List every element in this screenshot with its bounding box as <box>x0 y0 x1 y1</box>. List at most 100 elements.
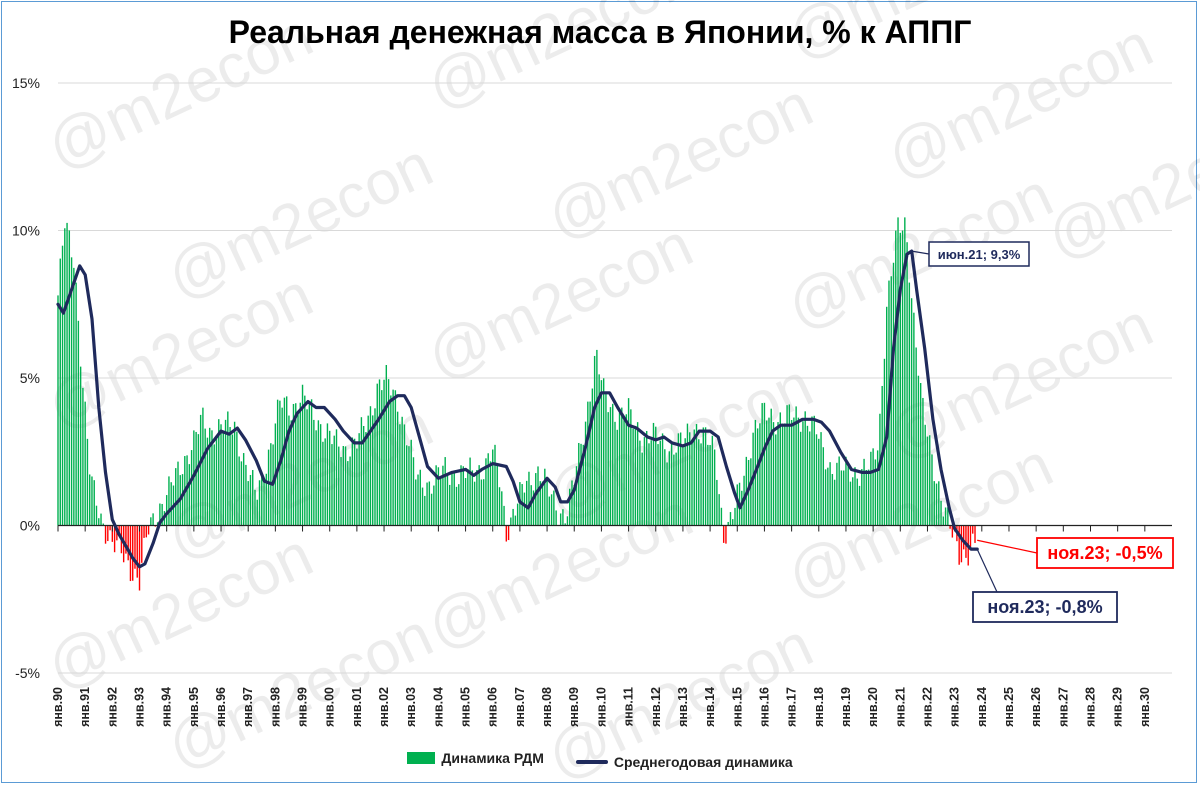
bar <box>494 444 496 526</box>
x-tick-label: янв.04 <box>431 687 445 727</box>
bar <box>722 525 725 543</box>
bar <box>61 245 64 526</box>
bar <box>376 383 378 526</box>
bar <box>772 422 775 526</box>
bar <box>308 401 311 526</box>
bar <box>804 411 806 526</box>
bar <box>718 494 720 526</box>
bar <box>181 474 184 526</box>
bar <box>177 461 179 526</box>
bar <box>820 432 822 526</box>
bar <box>304 395 306 526</box>
bar <box>356 448 358 526</box>
bar <box>972 525 974 534</box>
bar <box>451 473 453 526</box>
bar <box>836 462 838 526</box>
bar <box>152 513 154 526</box>
x-tick-label: янв.27 <box>1056 687 1070 727</box>
bar <box>433 485 435 526</box>
bar <box>107 525 109 542</box>
bar <box>136 525 138 578</box>
x-tick-label: янв.30 <box>1138 687 1152 727</box>
bar <box>439 477 442 526</box>
bar <box>134 525 136 569</box>
x-tick-label: янв.08 <box>540 687 554 727</box>
bar <box>102 523 104 526</box>
bar <box>351 437 354 526</box>
x-tick-label: янв.02 <box>377 687 391 727</box>
bar <box>636 422 639 526</box>
y-tick-label: 5% <box>20 370 40 386</box>
bar <box>935 483 938 526</box>
bar <box>790 419 793 526</box>
legend-bar-swatch <box>407 752 436 764</box>
bar <box>625 414 628 526</box>
bar <box>720 507 723 526</box>
bar <box>618 412 621 526</box>
bar <box>390 395 392 526</box>
bar <box>306 409 308 526</box>
bar <box>707 444 709 526</box>
bar <box>607 412 609 526</box>
bar <box>766 420 768 526</box>
bar <box>394 390 397 526</box>
bar <box>498 487 501 526</box>
x-tick-label: янв.06 <box>486 687 500 727</box>
bar <box>240 461 243 526</box>
bar <box>338 446 340 526</box>
bar <box>535 473 537 526</box>
bar <box>88 474 91 526</box>
legend-line-label: Среднегодовая динамика <box>613 754 793 770</box>
bar <box>958 525 960 565</box>
bar <box>209 427 211 526</box>
legend-item-bars: Динамика РДМ <box>407 750 544 766</box>
bar <box>317 420 320 526</box>
bar <box>365 432 367 526</box>
watermark: @m2econ <box>877 10 1163 192</box>
bar <box>360 417 363 526</box>
bar <box>761 403 763 526</box>
x-tick-label: янв.90 <box>51 687 65 727</box>
bar <box>383 379 385 526</box>
bar <box>186 455 188 526</box>
bar <box>910 298 913 526</box>
bar <box>852 477 854 526</box>
bar <box>700 443 702 526</box>
bar <box>283 397 286 526</box>
bar <box>829 462 831 526</box>
x-tick-label: янв.20 <box>866 687 880 727</box>
bar <box>469 457 471 526</box>
x-tick-label: янв.29 <box>1111 687 1125 727</box>
bar <box>247 481 249 526</box>
bar <box>478 465 480 526</box>
bar <box>242 453 245 526</box>
bar <box>313 419 315 526</box>
bar <box>553 490 555 526</box>
bar <box>858 485 861 526</box>
bar <box>476 470 478 526</box>
bar <box>204 428 206 526</box>
bar <box>614 421 616 526</box>
bar <box>297 413 299 526</box>
bar <box>84 401 86 526</box>
bar <box>104 525 107 544</box>
bar <box>580 443 582 526</box>
bar <box>845 456 847 526</box>
bar <box>424 495 426 526</box>
bar <box>295 403 297 526</box>
bar <box>596 349 598 526</box>
bar <box>924 424 926 526</box>
bar <box>227 411 229 526</box>
x-tick-label: янв.15 <box>730 687 744 727</box>
x-tick-label: янв.18 <box>812 687 826 727</box>
bar <box>387 379 390 526</box>
bar <box>727 521 729 526</box>
bar <box>670 443 673 526</box>
bar <box>125 525 127 554</box>
bar <box>702 427 705 526</box>
watermark: @m2econ <box>37 0 323 182</box>
bar <box>890 276 892 526</box>
bar <box>926 436 929 526</box>
legend-line-swatch <box>575 760 608 764</box>
bar <box>138 525 141 591</box>
